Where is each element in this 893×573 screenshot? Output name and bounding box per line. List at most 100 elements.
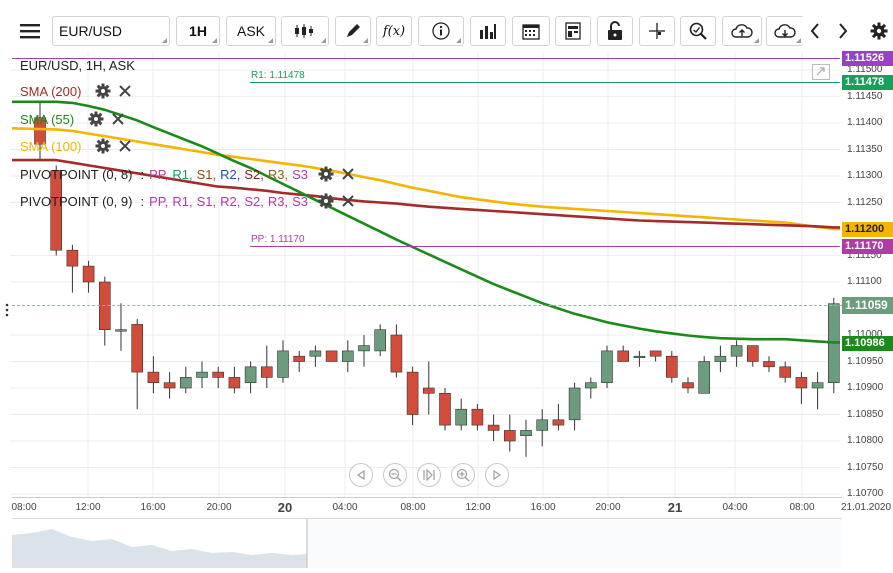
close-icon[interactable]	[340, 193, 356, 209]
x-axis-label: 12:00	[75, 502, 101, 513]
x-axis-label: 04:00	[332, 502, 358, 513]
gear-icon[interactable]	[88, 111, 104, 127]
candle-body	[293, 355, 306, 362]
chevron-right-icon	[839, 23, 848, 39]
y-axis-label: 1.10800	[847, 435, 884, 446]
candle-body	[244, 366, 257, 383]
indicators-button[interactable]: f(x)	[376, 16, 412, 46]
candlestick-icon	[295, 24, 313, 38]
price-type-select[interactable]: ASK	[226, 16, 276, 46]
pencil-icon	[347, 24, 360, 37]
y-axis-label: 1.11100	[847, 276, 882, 287]
legend-sma55: SMA (55)	[20, 111, 126, 127]
candle-body	[714, 355, 727, 362]
candle-body	[261, 366, 273, 378]
scroll-left-button[interactable]	[802, 16, 828, 46]
pan-right-button[interactable]	[485, 463, 509, 487]
draw-tool-button[interactable]	[335, 16, 371, 46]
info-icon	[432, 22, 450, 40]
navigator-strip[interactable]	[12, 518, 842, 568]
gear-icon[interactable]	[318, 193, 334, 209]
candle-body	[536, 419, 549, 431]
gear-icon[interactable]	[95, 138, 111, 154]
candle-body	[390, 334, 403, 373]
cloud-upload-icon	[731, 24, 753, 38]
symbol-select[interactable]: EUR/USD	[52, 16, 170, 46]
x-axis-label: 04:00	[722, 502, 748, 513]
price-chart[interactable]	[10, 52, 893, 567]
reset-view-button[interactable]	[417, 463, 441, 487]
chart-type-button[interactable]	[281, 16, 329, 46]
pivot2-sep: :	[140, 193, 145, 209]
sma100-label: SMA (100)	[20, 138, 82, 154]
sma200-label: SMA (200)	[20, 83, 82, 99]
y-axis-label: 1.11500	[847, 64, 883, 75]
y-axis-label: 1.11400	[847, 117, 883, 128]
chart-area[interactable]	[10, 52, 893, 567]
cloud-download-button[interactable]	[766, 16, 804, 46]
y-axis-label: 1.10700	[847, 488, 884, 499]
pivot1-sep: :	[140, 166, 145, 182]
x-axis-label: 21	[667, 500, 683, 515]
x-axis-label: 08:00	[11, 502, 37, 513]
r1-line-label: R1: 1.11478	[251, 70, 305, 81]
gear-icon[interactable]	[95, 83, 111, 99]
triangle-left-icon	[356, 470, 365, 480]
lock-button[interactable]	[597, 16, 633, 46]
x-axis-label: 21.01.2020	[840, 502, 892, 513]
pivot2-s3: S3	[292, 193, 308, 209]
candle-body	[228, 377, 241, 389]
candle-body	[196, 371, 208, 378]
candle-body	[471, 408, 484, 426]
drag-handle[interactable]	[5, 303, 9, 317]
y-axis-label: 1.11300	[847, 170, 883, 181]
pp-price-tag: 1.11170	[842, 239, 893, 254]
close-icon[interactable]	[110, 111, 126, 127]
zoom-out-icon	[388, 468, 402, 482]
candle-body	[568, 387, 581, 421]
formula-label: f(x)	[382, 23, 406, 39]
legend-sma200: SMA (200)	[20, 83, 133, 99]
r1-price-tag: 1.11478	[842, 75, 893, 90]
sma55-line	[12, 100, 840, 344]
info-button[interactable]	[418, 16, 464, 46]
timeframe-select[interactable]: 1H	[176, 16, 220, 46]
zoom-out-button[interactable]	[383, 463, 407, 487]
last-price-line	[12, 305, 842, 306]
scroll-right-button[interactable]	[830, 16, 856, 46]
zoom-in-button[interactable]	[451, 463, 475, 487]
candle-body	[341, 350, 354, 362]
close-icon[interactable]	[117, 138, 133, 154]
candle-body	[50, 170, 63, 251]
chevron-left-icon	[810, 23, 819, 39]
candle-body	[439, 392, 451, 426]
pan-left-button[interactable]	[349, 463, 373, 487]
gear-icon[interactable]	[318, 166, 334, 182]
candle-body	[163, 382, 176, 389]
candle-body	[455, 408, 468, 426]
candle-body	[66, 249, 79, 267]
cloud-upload-button[interactable]	[722, 16, 762, 46]
pivot2-name: PIVOTPOINT (0, 9)	[20, 193, 133, 209]
close-icon[interactable]	[117, 83, 133, 99]
template-button[interactable]	[555, 16, 591, 46]
x-axis-label: 16:00	[140, 502, 166, 513]
candle-body	[309, 350, 322, 357]
pivot1-s2: S2,	[244, 166, 264, 182]
hamburger-menu-icon[interactable]	[12, 16, 48, 46]
calendar-button[interactable]	[512, 16, 550, 46]
candle-body	[358, 345, 370, 352]
sma200-line	[12, 158, 840, 229]
bar-chart-button[interactable]	[470, 16, 506, 46]
symbol-value: EUR/USD	[59, 23, 123, 39]
legend-pivot1: PIVOTPOINT (0, 8) : PP, R1, S1, R2, S2, R3, S3	[20, 166, 356, 182]
zoom-button[interactable]	[680, 16, 716, 46]
close-icon[interactable]	[340, 166, 356, 182]
timeframe-value: 1H	[189, 23, 207, 39]
expand-icon[interactable]	[812, 64, 830, 80]
settings-button[interactable]	[866, 16, 892, 46]
chart-title-text: EUR/USD, 1H, ASK	[20, 58, 135, 73]
pivot1-r3: R3,	[267, 166, 289, 182]
crosshair-button[interactable]	[639, 16, 675, 46]
y-axis-label: 1.11350	[847, 143, 883, 155]
